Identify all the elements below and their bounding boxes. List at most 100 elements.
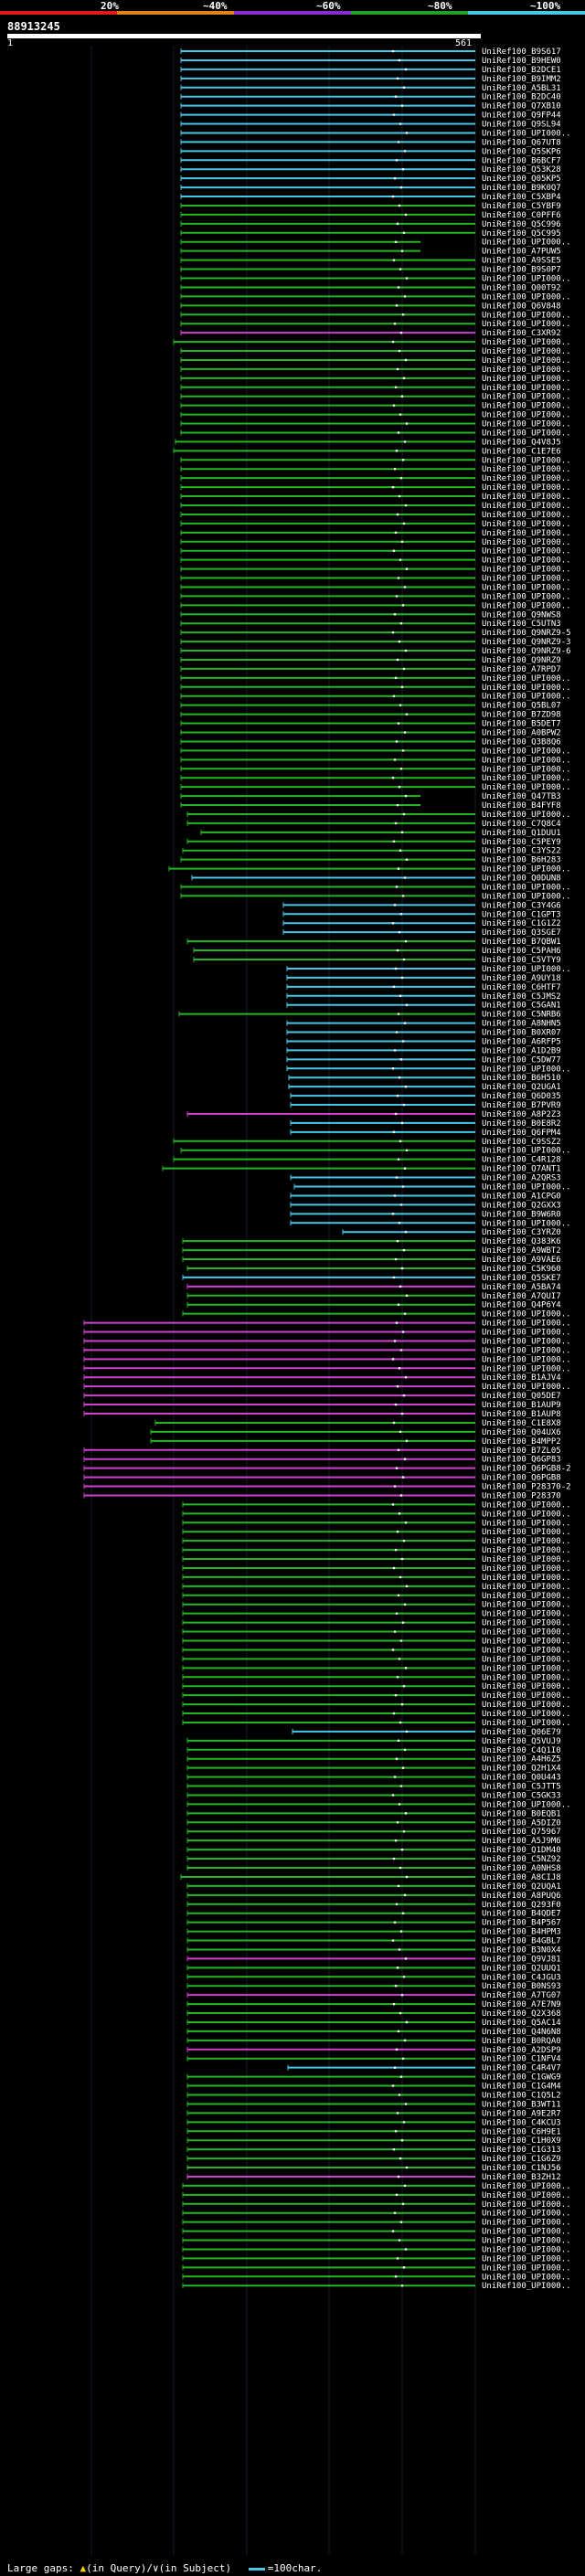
hit-label[interactable]: UniRef100_B6BCF7 bbox=[482, 156, 561, 165]
hit-label[interactable]: UniRef100_UPI000.. bbox=[482, 783, 571, 792]
hit-label[interactable]: UniRef100_Q0DUN8 bbox=[482, 875, 561, 884]
hit-label[interactable]: UniRef100_Q2UQA1 bbox=[482, 1882, 561, 1892]
hit-label[interactable]: UniRef100_B4QDE7 bbox=[482, 1910, 561, 1919]
hit-label[interactable]: UniRef100_C1H0X9 bbox=[482, 2136, 561, 2146]
hit-label[interactable]: UniRef100_UPI000.. bbox=[482, 1320, 571, 1329]
hit-label[interactable]: UniRef100_P28370-2 bbox=[482, 1483, 571, 1492]
hit-label[interactable]: UniRef100_UPI000.. bbox=[482, 1710, 571, 1719]
hit-label[interactable]: UniRef100_C5JMS2 bbox=[482, 992, 561, 1002]
hit-label[interactable]: UniRef100_UPI000.. bbox=[482, 384, 571, 393]
hit-label[interactable]: UniRef100_UPI000.. bbox=[482, 538, 571, 547]
hit-label[interactable]: UniRef100_Q6D035 bbox=[482, 1092, 561, 1101]
hit-label[interactable]: UniRef100_A7PUW5 bbox=[482, 248, 561, 257]
hit-label[interactable]: UniRef100_UPI000.. bbox=[482, 774, 571, 783]
hit-label[interactable]: UniRef100_UPI000.. bbox=[482, 1628, 571, 1638]
hit-label[interactable]: UniRef100_C5XBP4 bbox=[482, 193, 561, 202]
hit-label[interactable]: UniRef100_A7E7N9 bbox=[482, 2000, 561, 2009]
hit-label[interactable]: UniRef100_Q4V8J5 bbox=[482, 438, 561, 447]
hit-label[interactable]: UniRef100_B3ZH12 bbox=[482, 2173, 561, 2182]
hit-label[interactable]: UniRef100_B4HPM3 bbox=[482, 1928, 561, 1937]
hit-label[interactable]: UniRef100_UPI000.. bbox=[482, 1147, 571, 1156]
hit-label[interactable]: UniRef100_UPI000.. bbox=[482, 2200, 571, 2210]
hit-label[interactable]: UniRef100_UPI000.. bbox=[482, 1346, 571, 1355]
hit-label[interactable]: UniRef100_C1NJ56 bbox=[482, 2164, 561, 2173]
hit-label[interactable]: UniRef100_Q6GP83 bbox=[482, 1456, 561, 1465]
hit-label[interactable]: UniRef100_UPI000.. bbox=[482, 2182, 571, 2191]
hit-label[interactable]: UniRef100_UPI000.. bbox=[482, 1528, 571, 1537]
hit-label[interactable]: UniRef100_UPI000.. bbox=[482, 1601, 571, 1610]
hit-label[interactable]: UniRef100_UPI000.. bbox=[482, 1065, 571, 1074]
hit-label[interactable]: UniRef100_C3Y4G6 bbox=[482, 901, 561, 910]
hit-label[interactable]: UniRef100_Q3B8Q6 bbox=[482, 737, 561, 747]
hit-label[interactable]: UniRef100_UPI000.. bbox=[482, 693, 571, 702]
hit-label[interactable]: UniRef100_UPI000.. bbox=[482, 1329, 571, 1338]
hit-label[interactable]: UniRef100_UPI000.. bbox=[482, 2245, 571, 2254]
hit-label[interactable]: UniRef100_UPI000.. bbox=[482, 865, 571, 875]
hit-label[interactable]: UniRef100_C1G6Z9 bbox=[482, 2155, 561, 2164]
hit-label[interactable]: UniRef100_UPI000.. bbox=[482, 2263, 571, 2273]
hit-label[interactable]: UniRef100_C5NZ92 bbox=[482, 1855, 561, 1864]
hit-label[interactable]: UniRef100_C3XR92 bbox=[482, 329, 561, 338]
hit-label[interactable]: UniRef100_Q2H1X4 bbox=[482, 1765, 561, 1774]
hit-label[interactable]: UniRef100_UPI000.. bbox=[482, 275, 571, 284]
hit-label[interactable]: UniRef100_B4GBL7 bbox=[482, 1937, 561, 1946]
hit-label[interactable]: UniRef100_A8CIJ8 bbox=[482, 1873, 561, 1882]
hit-label[interactable]: UniRef100_C5YBF9 bbox=[482, 202, 561, 211]
hit-label[interactable]: UniRef100_UPI000.. bbox=[482, 2219, 571, 2228]
hit-label[interactable]: UniRef100_UPI000.. bbox=[482, 1682, 571, 1691]
hit-label[interactable]: UniRef100_C5GAN1 bbox=[482, 1002, 561, 1011]
hit-label[interactable]: UniRef100_Q9NRZ9-3 bbox=[482, 638, 571, 647]
hit-label[interactable]: UniRef100_UPI000.. bbox=[482, 1546, 571, 1555]
hit-label[interactable]: UniRef100_C6HTF7 bbox=[482, 983, 561, 992]
hit-label[interactable]: UniRef100_Q5SKP6 bbox=[482, 147, 561, 156]
hit-label[interactable]: UniRef100_Q6PGB8-2 bbox=[482, 1465, 571, 1474]
hit-label[interactable]: UniRef100_UPI000.. bbox=[482, 483, 571, 493]
hit-label[interactable]: UniRef100_UPI000.. bbox=[482, 2191, 571, 2200]
hit-label[interactable]: UniRef100_UPI000.. bbox=[482, 2210, 571, 2219]
hit-label[interactable]: UniRef100_B0E8R2 bbox=[482, 1119, 561, 1129]
hit-label[interactable]: UniRef100_Q2UUQ1 bbox=[482, 1964, 561, 1973]
hit-label[interactable]: UniRef100_B2DC40 bbox=[482, 93, 561, 102]
hit-label[interactable]: UniRef100_A0BPW2 bbox=[482, 729, 561, 738]
hit-label[interactable]: UniRef100_C5JTT5 bbox=[482, 1783, 561, 1792]
hit-label[interactable]: UniRef100_A5DIZ0 bbox=[482, 1818, 561, 1828]
hit-label[interactable]: UniRef100_C3YS22 bbox=[482, 847, 561, 856]
hit-label[interactable]: UniRef100_UPI000.. bbox=[482, 1583, 571, 1592]
hit-label[interactable]: UniRef100_UPI000.. bbox=[482, 811, 571, 820]
hit-label[interactable]: UniRef100_C1E8X8 bbox=[482, 1419, 561, 1428]
hit-label[interactable]: UniRef100_B9S0P7 bbox=[482, 266, 561, 275]
hit-label[interactable]: UniRef100_A8PUQ6 bbox=[482, 1892, 561, 1901]
hit-label[interactable]: UniRef100_C1E7E6 bbox=[482, 447, 561, 456]
hit-label[interactable]: UniRef100_C5K960 bbox=[482, 1265, 561, 1274]
hit-label[interactable]: UniRef100_Q5VUJ9 bbox=[482, 1737, 561, 1746]
hit-label[interactable]: UniRef100_UPI000.. bbox=[482, 420, 571, 429]
hit-label[interactable]: UniRef100_C6H9E1 bbox=[482, 2127, 561, 2136]
hit-label[interactable]: UniRef100_Q9VJ81 bbox=[482, 1955, 561, 1964]
hit-label[interactable]: UniRef100_UPI000.. bbox=[482, 1646, 571, 1655]
hit-label[interactable]: UniRef100_A7QUI7 bbox=[482, 1292, 561, 1301]
hit-label[interactable]: UniRef100_UPI000.. bbox=[482, 1638, 571, 1647]
hit-label[interactable]: UniRef100_UPI000.. bbox=[482, 393, 571, 402]
hit-label[interactable]: UniRef100_UPI000.. bbox=[482, 1655, 571, 1664]
hit-label[interactable]: UniRef100_B9W6R0 bbox=[482, 1210, 561, 1219]
hit-label[interactable]: UniRef100_UPI000.. bbox=[482, 674, 571, 684]
hit-label[interactable]: UniRef100_Q5AC14 bbox=[482, 2019, 561, 2028]
hit-label[interactable]: UniRef100_C4R4V7 bbox=[482, 2064, 561, 2073]
hit-label[interactable]: UniRef100_UPI000.. bbox=[482, 1537, 571, 1546]
hit-label[interactable]: UniRef100_UPI000.. bbox=[482, 566, 571, 575]
hit-label[interactable]: UniRef100_Q9NRZ9 bbox=[482, 656, 561, 665]
hit-label[interactable]: UniRef100_A8NHN5 bbox=[482, 1020, 561, 1029]
hit-label[interactable]: UniRef100_UPI000.. bbox=[482, 892, 571, 901]
hit-label[interactable]: UniRef100_Q7ANT1 bbox=[482, 1165, 561, 1174]
hit-label[interactable]: UniRef100_Q5C996 bbox=[482, 220, 561, 229]
hit-label[interactable]: UniRef100_Q06E79 bbox=[482, 1728, 561, 1737]
hit-label[interactable]: UniRef100_B2DCE1 bbox=[482, 66, 561, 75]
hit-label[interactable]: UniRef100_B9HEW0 bbox=[482, 57, 561, 66]
hit-label[interactable]: UniRef100_UPI000.. bbox=[482, 1592, 571, 1601]
hit-label[interactable]: UniRef100_UPI000.. bbox=[482, 429, 571, 438]
hit-label[interactable]: UniRef100_B0XR07 bbox=[482, 1029, 561, 1038]
hit-label[interactable]: UniRef100_C1GWG9 bbox=[482, 2073, 561, 2083]
hit-label[interactable]: UniRef100_Q9FP44 bbox=[482, 111, 561, 121]
hit-label[interactable]: UniRef100_Q6V848 bbox=[482, 302, 561, 311]
hit-label[interactable]: UniRef100_A5BL31 bbox=[482, 84, 561, 93]
